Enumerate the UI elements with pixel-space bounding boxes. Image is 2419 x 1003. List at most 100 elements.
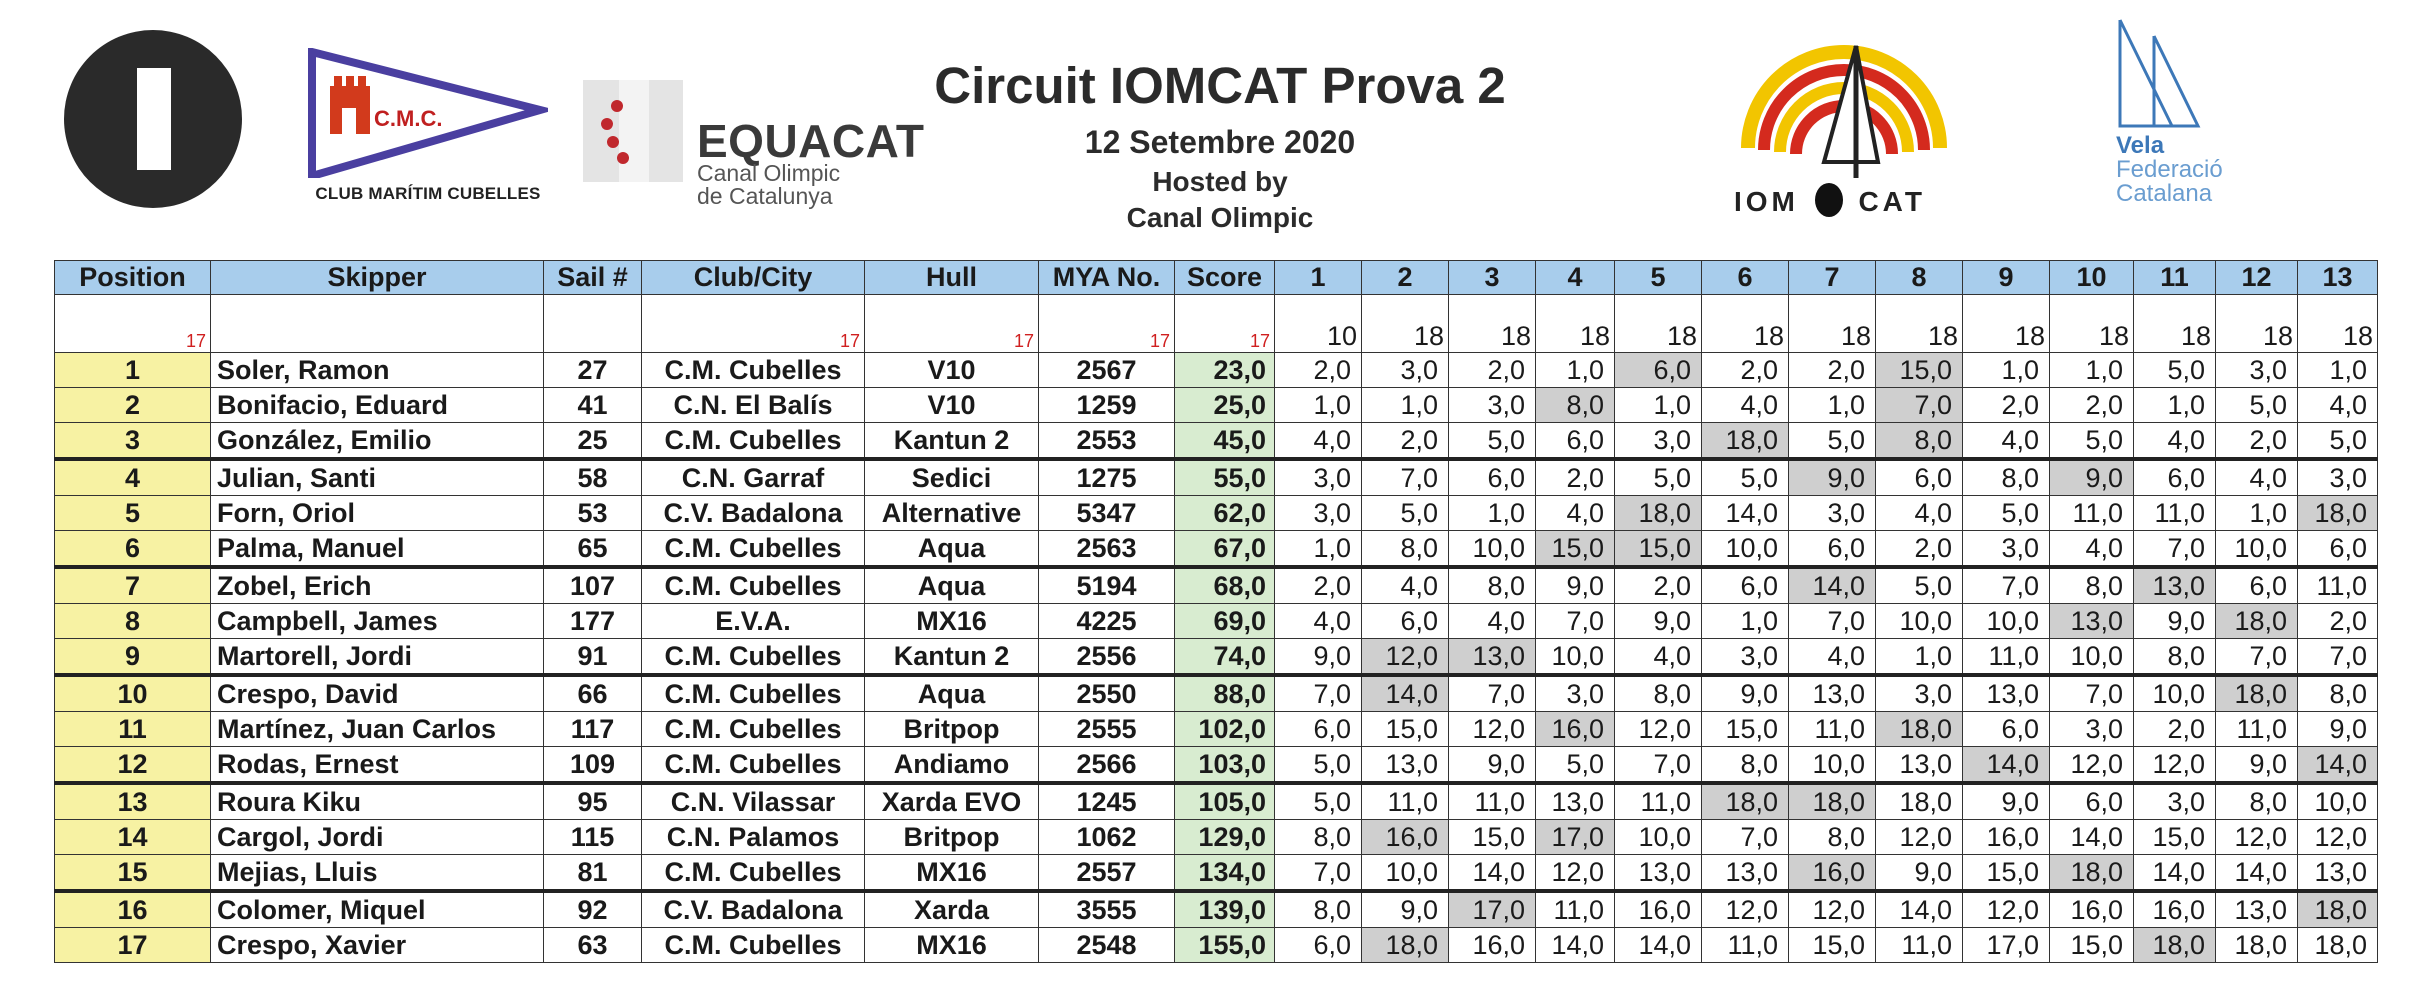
- race-result-cell: 12,0: [1701, 890, 1789, 928]
- race-count: 18: [1701, 294, 1789, 353]
- skipper-cell: Julian, Santi: [210, 458, 544, 496]
- club-cell: E.V.A.: [641, 603, 865, 639]
- iomcat-logo: [1728, 38, 1960, 216]
- club-cell: C.V. Badalona: [641, 890, 865, 928]
- iomcat-right: CAT: [1858, 186, 1926, 217]
- race-result-cell: 12,0: [2297, 819, 2378, 855]
- mya-number-cell: 2563: [1038, 530, 1175, 569]
- race-result-cell: 1,0: [1448, 495, 1536, 531]
- race-result-discarded: 8,0: [1875, 422, 1963, 461]
- club-cell: C.N. El Balís: [641, 387, 865, 423]
- table-row: 2 Bonifacio, Eduard 41 C.N. El Balís V10 1259…: [54, 387, 2378, 423]
- race-result-cell: 4,0: [2133, 422, 2216, 461]
- skipper-cell: Forn, Oriol: [210, 495, 544, 531]
- race-count-value: 18: [1840, 321, 1871, 351]
- sail-number-cell: 63: [543, 927, 642, 963]
- mya-number-cell: 2555: [1038, 711, 1175, 747]
- race-result-cell: 4,0: [1274, 422, 1362, 461]
- race-result-cell: 8,0: [1274, 819, 1362, 855]
- position-cell: 6: [54, 530, 211, 569]
- race-result-cell: 13,0: [1962, 674, 2050, 712]
- race-result-cell: 11,0: [1448, 782, 1536, 820]
- mya-number-cell: 2566: [1038, 746, 1175, 785]
- race-count: 10: [1274, 294, 1362, 353]
- score-cell: 62,0: [1174, 495, 1275, 531]
- race-result-cell: 1,0: [1361, 387, 1449, 423]
- column-header: 3: [1448, 260, 1536, 295]
- race-result-cell: 9,0: [1361, 890, 1449, 928]
- race-result-cell: 14,0: [1875, 890, 1963, 928]
- club-cell: C.M. Cubelles: [641, 638, 865, 677]
- position-cell: 11: [54, 711, 211, 747]
- club-cell: C.N. Palamos: [641, 819, 865, 855]
- race-result-cell: 7,0: [1361, 458, 1449, 496]
- race-result-discarded: 14,0: [2297, 746, 2378, 785]
- race-result-cell: 6,0: [2049, 782, 2134, 820]
- race-result-discarded: 7,0: [1875, 387, 1963, 423]
- hull-cell: Aqua: [864, 566, 1039, 604]
- column-count: 17: [1174, 294, 1275, 353]
- skipper-cell: Mejias, Lluis: [210, 854, 544, 893]
- score-cell: 23,0: [1174, 352, 1275, 388]
- hull-cell: Xarda EVO: [864, 782, 1039, 820]
- race-result-cell: 9,0: [1535, 566, 1615, 604]
- race-result-cell: 13,0: [2215, 890, 2298, 928]
- score-cell: 74,0: [1174, 638, 1275, 677]
- results-body: 1 Soler, Ramon 27 C.M. Cubelles V10 2567 23,0 2…: [54, 352, 2378, 963]
- race-count-value: 18: [1927, 321, 1958, 351]
- hull-cell: MX16: [864, 927, 1039, 963]
- column-header: 13: [2297, 260, 2378, 295]
- race-result-discarded: 8,0: [1535, 387, 1615, 423]
- race-result-cell: 14,0: [1535, 927, 1615, 963]
- race-result-cell: 10,0: [1361, 854, 1449, 893]
- score-cell: 102,0: [1174, 711, 1275, 747]
- race-result-cell: 3,0: [2049, 711, 2134, 747]
- club-cell: C.M. Cubelles: [641, 566, 865, 604]
- race-result-cell: 7,0: [2049, 674, 2134, 712]
- mya-number-cell: 2550: [1038, 674, 1175, 712]
- skipper-cell: Cargol, Jordi: [210, 819, 544, 855]
- race-result-cell: 12,0: [1962, 890, 2050, 928]
- race-result-cell: 11,0: [1875, 927, 1963, 963]
- hull-cell: Xarda: [864, 890, 1039, 928]
- position-cell: 17: [54, 927, 211, 963]
- race-result-discarded: 18,0: [1701, 422, 1789, 461]
- column-count: [210, 294, 544, 353]
- race-result-cell: 1,0: [1788, 387, 1876, 423]
- sail-number-cell: 117: [543, 711, 642, 747]
- race-result-cell: 17,0: [1962, 927, 2050, 963]
- race-result-cell: 9,0: [2297, 711, 2378, 747]
- club-cell: C.M. Cubelles: [641, 422, 865, 461]
- race-result-cell: 6,0: [1448, 458, 1536, 496]
- table-row: 4 Julian, Santi 58 C.N. Garraf Sedici 1275 55,…: [54, 458, 2378, 496]
- race-result-discarded: 16,0: [1535, 711, 1615, 747]
- race-result-discarded: 13,0: [2049, 603, 2134, 639]
- race-result-cell: 1,0: [2133, 387, 2216, 423]
- race-result-cell: 7,0: [1701, 819, 1789, 855]
- race-result-cell: 6,0: [1274, 927, 1362, 963]
- column-header: 4: [1535, 260, 1615, 295]
- sail-number-cell: 92: [543, 890, 642, 928]
- race-result-cell: 4,0: [1614, 638, 1702, 677]
- column-count: 17: [54, 294, 211, 353]
- mya-number-cell: 5347: [1038, 495, 1175, 531]
- race-result-cell: 9,0: [1614, 603, 1702, 639]
- position-cell: 1: [54, 352, 211, 388]
- table-row: 10 Crespo, David 66 C.M. Cubelles Aqua 2550 88…: [54, 674, 2378, 712]
- mya-number-cell: 2567: [1038, 352, 1175, 388]
- race-result-cell: 11,0: [2133, 495, 2216, 531]
- race-result-discarded: 14,0: [1788, 566, 1876, 604]
- race-count: 18: [1361, 294, 1449, 353]
- race-result-cell: 4,0: [1361, 566, 1449, 604]
- vela-sails-icon: [2118, 19, 2201, 128]
- column-header: 8: [1875, 260, 1963, 295]
- race-result-cell: 8,0: [1701, 746, 1789, 785]
- club-cell: C.N. Vilassar: [641, 782, 865, 820]
- score-cell: 129,0: [1174, 819, 1275, 855]
- equacat-sub-line1: Canal Olimpic: [697, 160, 841, 186]
- equacat-name: EQUACAT: [697, 115, 925, 167]
- race-result-cell: 14,0: [2049, 819, 2134, 855]
- race-result-discarded: 18,0: [2215, 674, 2298, 712]
- mya-number-cell: 2553: [1038, 422, 1175, 461]
- race-result-cell: 12,0: [1614, 711, 1702, 747]
